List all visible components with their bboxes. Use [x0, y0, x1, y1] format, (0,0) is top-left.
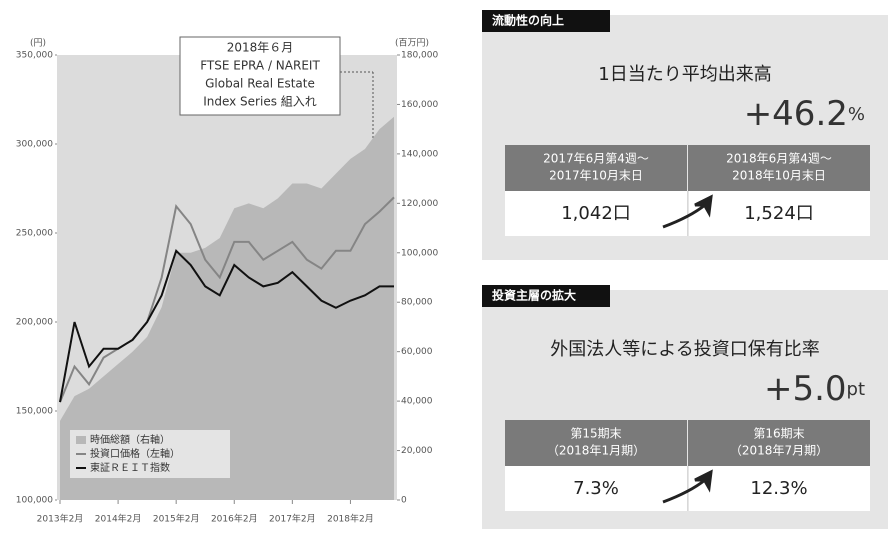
- change-unit: pt: [847, 379, 865, 400]
- annotation: 2018年６月: [227, 41, 294, 55]
- y2-tick-label: 160,000: [401, 100, 438, 110]
- table-value-cell: [688, 191, 870, 236]
- panel-header: 投資主層の拡大: [492, 288, 576, 303]
- change-value: +46.2%: [744, 94, 865, 134]
- annotation: Global Real Estate: [205, 77, 315, 91]
- change-number: +5.0: [764, 369, 847, 409]
- table-header: 2017年10月末日: [549, 169, 643, 183]
- table-header-cell: [505, 145, 687, 191]
- table-header: 2018年10月末日: [732, 169, 826, 183]
- table-header: 第15期末: [570, 427, 621, 441]
- y-tick-label: 100,000: [16, 496, 53, 506]
- panel-title: 1日当たり平均出来高: [598, 64, 771, 85]
- y2-tick-label: 20,000: [401, 446, 433, 456]
- legend-swatch: [76, 436, 86, 444]
- table-value: 1,042口: [561, 203, 631, 224]
- y2-tick-label: 140,000: [401, 149, 438, 159]
- panel-tab: [482, 10, 610, 32]
- y2-tick-label: 100,000: [401, 248, 438, 258]
- change-number: +46.2: [744, 94, 848, 134]
- x-tick-label: 2018年2月: [327, 513, 374, 525]
- annotation: FTSE EPRA / NAREIT: [200, 59, 320, 73]
- y-tick-label: 250,000: [16, 229, 53, 239]
- area: [60, 116, 394, 501]
- table-header: （2018年7月期）: [730, 444, 828, 458]
- y2-unit: (百万円): [395, 38, 429, 49]
- line: [59, 248, 394, 403]
- table-value-cell: [505, 466, 687, 511]
- table-value: 1,524口: [744, 203, 814, 224]
- y2-tick-label: 40,000: [401, 397, 433, 407]
- change-value: +5.0pt: [764, 369, 865, 409]
- legend-box: [70, 430, 230, 478]
- arrow: [662, 469, 713, 504]
- annotation: Index Series 組入れ: [203, 95, 317, 109]
- y-unit: (円): [30, 38, 46, 49]
- panel-header: 流動性の向上: [492, 13, 564, 28]
- y2-tick-label: 120,000: [401, 199, 438, 209]
- table-value: 12.3%: [750, 478, 807, 499]
- legend-label: 時価総額（右軸）: [90, 433, 170, 446]
- legend-label: 投資口価格（左軸）: [90, 447, 180, 460]
- y2-tick-label: 80,000: [401, 298, 433, 308]
- table-header-cell: [505, 420, 687, 466]
- panel-tab: [482, 285, 610, 307]
- table-header: （2018年1月期）: [547, 444, 645, 458]
- panel-title: 外国法人等による投資口保有比率: [550, 339, 819, 360]
- y-tick-label: 150,000: [16, 407, 53, 417]
- x-tick-label: 2017年2月: [269, 513, 316, 525]
- table-header: 2018年6月第4週～: [726, 152, 832, 166]
- table-value-cell: [688, 466, 870, 511]
- y2-tick-label: 60,000: [401, 347, 433, 357]
- table-header: 2017年6月第4週～: [543, 152, 649, 166]
- table-header-cell: [688, 145, 870, 191]
- table-value-cell: [505, 191, 687, 236]
- arrow: [662, 194, 713, 229]
- y2-tick-label: 180,000: [401, 51, 438, 61]
- legend-label: 東証ＲＥＩＴ指数: [90, 461, 170, 474]
- y2-tick-label: 0: [401, 496, 407, 506]
- table-header: 第16期末: [753, 427, 804, 441]
- x-tick-label: 2015年2月: [153, 513, 200, 525]
- line: [59, 196, 395, 403]
- y-tick-label: 200,000: [16, 318, 53, 328]
- y-tick-label: 300,000: [16, 140, 53, 150]
- y-tick-label: 350,000: [16, 51, 53, 61]
- x-tick-label: 2014年2月: [95, 513, 142, 525]
- annotation-box: [179, 36, 341, 116]
- x-tick-label: 2016年2月: [211, 513, 258, 525]
- table-value: 7.3%: [573, 478, 619, 499]
- change-unit: %: [848, 104, 865, 125]
- x-tick-label: 2013年2月: [37, 513, 84, 525]
- table-header-cell: [688, 420, 870, 466]
